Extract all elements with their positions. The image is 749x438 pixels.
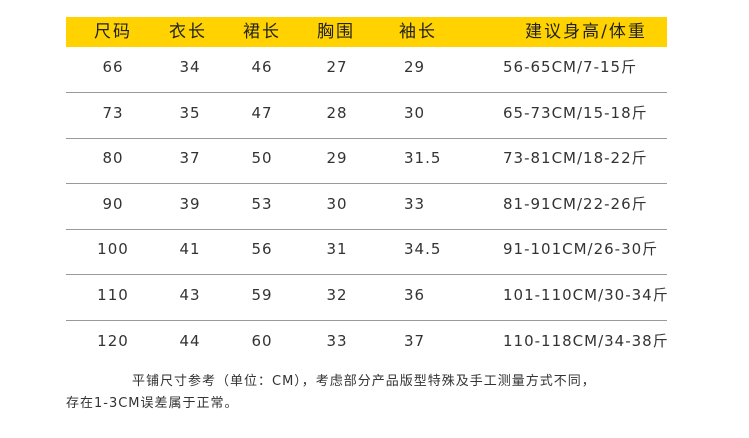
cell-size: 90 <box>102 194 124 213</box>
row-divider <box>66 228 667 230</box>
cell-length: 44 <box>179 331 201 350</box>
cell-size: 100 <box>97 240 129 259</box>
row-divider <box>66 320 667 321</box>
cell-skirt-length: 56 <box>251 240 273 259</box>
row-divider <box>66 183 667 185</box>
cell-length: 39 <box>179 194 201 213</box>
cell-chest: 33 <box>326 331 348 350</box>
row-divider <box>66 137 667 139</box>
header-chest: 胸围 <box>317 22 355 42</box>
cell-sleeve: 31.5 <box>404 149 442 168</box>
cell-chest: 29 <box>326 149 348 168</box>
cell-skirt-length: 53 <box>251 194 273 213</box>
cell-skirt-length: 59 <box>251 286 273 304</box>
note-line-2: 存在1-3CM误差属于正常。 <box>66 396 239 411</box>
cell-height-weight: 73-81CM/18-22斤 <box>503 149 648 168</box>
cell-size: 110 <box>97 286 129 304</box>
cell-length: 37 <box>179 149 201 168</box>
table-row: 120 44 60 33 37 110-118CM/34-38斤 <box>66 321 669 367</box>
cell-height-weight: 65-73CM/15-18斤 <box>503 103 648 122</box>
cell-skirt-length: 50 <box>251 149 273 168</box>
cell-sleeve: 36 <box>404 286 426 304</box>
cell-chest: 30 <box>326 194 348 213</box>
cell-chest: 28 <box>326 103 348 122</box>
cell-sleeve: 37 <box>404 331 426 350</box>
note-line-1: 平铺尺寸参考（单位：CM），考虑部分产品版型特殊及手工测量方式不同， <box>132 374 596 389</box>
table-row: 90 39 53 30 33 81-91CM/22-26斤 <box>66 184 667 230</box>
cell-size: 73 <box>102 103 124 122</box>
cell-height-weight: 81-91CM/22-26斤 <box>503 194 648 213</box>
header-size: 尺码 <box>94 22 132 42</box>
header-length: 衣长 <box>169 22 207 42</box>
header-height-weight: 建议身高/体重 <box>525 22 647 42</box>
cell-length: 35 <box>179 103 201 122</box>
header-skirt-length: 裙长 <box>243 22 281 42</box>
table-row: 73 35 47 28 30 65-73CM/15-18斤 <box>66 93 667 139</box>
cell-sleeve: 33 <box>404 194 426 213</box>
cell-length: 41 <box>179 240 201 259</box>
cell-sleeve: 34.5 <box>404 240 442 259</box>
cell-length: 34 <box>179 58 201 76</box>
cell-length: 43 <box>179 286 201 304</box>
table-row: 80 37 50 29 31.5 73-81CM/18-22斤 <box>66 138 667 185</box>
header-sleeve: 袖长 <box>399 22 437 42</box>
cell-chest: 32 <box>326 286 348 304</box>
table-row: 100 41 56 31 34.5 91-101CM/26-30斤 <box>66 229 667 276</box>
table-row: 110 43 59 32 36 101-110CM/30-34斤 <box>66 275 669 321</box>
cell-height-weight: 110-118CM/34-38斤 <box>503 331 669 350</box>
cell-height-weight: 91-101CM/26-30斤 <box>503 240 659 259</box>
cell-sleeve: 29 <box>404 58 426 76</box>
cell-skirt-length: 46 <box>251 58 273 76</box>
cell-size: 120 <box>97 331 129 350</box>
row-divider <box>66 274 667 276</box>
row-divider <box>66 92 667 93</box>
cell-size: 80 <box>102 149 124 168</box>
cell-chest: 31 <box>326 240 348 259</box>
cell-sleeve: 30 <box>404 103 426 122</box>
cell-chest: 27 <box>326 58 348 76</box>
cell-size: 66 <box>102 58 124 76</box>
cell-height-weight: 56-65CM/7-15斤 <box>503 58 638 76</box>
cell-height-weight: 101-110CM/30-34斤 <box>503 286 669 304</box>
cell-skirt-length: 47 <box>251 103 273 122</box>
table-row: 66 34 46 27 29 56-65CM/7-15斤 <box>66 47 667 93</box>
table-header: 尺码 衣长 裙长 胸围 袖长 建议身高/体重 <box>66 17 667 47</box>
cell-skirt-length: 60 <box>251 331 273 350</box>
